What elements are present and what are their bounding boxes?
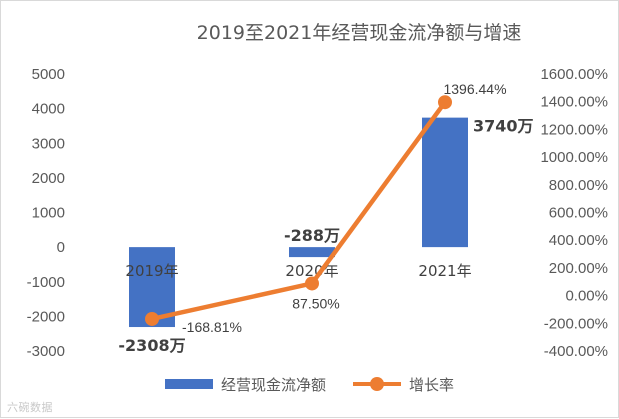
bar (289, 247, 335, 258)
left-axis-tick-label: 3000 (32, 135, 65, 152)
bar-data-labels: -2308万 -288万 3740万 (118, 117, 533, 355)
right-axis-tick-label: 1200.00% (540, 121, 608, 138)
growth-line (151, 100, 447, 322)
bar-data-label: 3740万 (473, 117, 534, 136)
right-axis-tick-label: 600.00% (549, 205, 608, 222)
line-data-label: 1396.44% (443, 81, 506, 97)
line-point (438, 95, 452, 110)
legend-line-label: 增长率 (409, 376, 454, 394)
bar (422, 117, 468, 248)
legend-line-marker (370, 377, 384, 391)
right-axis-tick-label: 1000.00% (540, 149, 608, 166)
left-axis-tick-label: 2000 (32, 170, 65, 187)
chart-title: 2019至2021年经营现金流净额与增速 (197, 22, 522, 44)
left-axis-tick-label: 5000 (32, 66, 65, 83)
legend-bar-label: 经营现金流净额 (221, 376, 326, 394)
right-axis-tick-label: 200.00% (549, 260, 608, 277)
bar-data-label: -288万 (284, 226, 340, 245)
bar-series (129, 117, 468, 328)
line-data-labels: -168.81% 87.50% 1396.44% (182, 81, 507, 335)
left-axis-tick-label: 0 (57, 239, 65, 256)
right-axis-tick-label: 1600.00% (540, 66, 608, 83)
right-axis-tick-label: 0.00% (565, 288, 608, 305)
line-point (145, 311, 159, 326)
category-label: 2021年 (418, 262, 471, 280)
legend-bar-swatch (165, 379, 213, 389)
right-axis-tick-label: 400.00% (549, 232, 608, 249)
left-axis-tick-label: 4000 (32, 101, 65, 118)
left-axis-tick-label: -3000 (27, 343, 65, 360)
line-data-label: -168.81% (182, 319, 242, 335)
right-axis-tick-label: -400.00% (544, 343, 608, 360)
line-point (305, 276, 319, 291)
right-axis-tick-labels: 1600.00% 1400.00% 1200.00% 1000.00% 800.00% 6… (540, 66, 608, 360)
left-axis-tick-label: 1000 (32, 205, 65, 222)
right-axis-tick-label: 1400.00% (540, 94, 608, 111)
bar-data-label: -2308万 (118, 336, 185, 355)
right-axis-tick-label: -200.00% (544, 315, 608, 332)
watermark: 六碗数据 (7, 401, 53, 414)
left-axis-tick-label: -1000 (27, 274, 65, 291)
right-axis-tick-label: 800.00% (549, 177, 608, 194)
left-axis-tick-labels: 5000 4000 3000 2000 1000 0 -1000 -2000 -3000 (27, 66, 65, 360)
category-labels: 2019年 2020年 2021年 (125, 262, 471, 280)
category-label: 2019年 (125, 262, 178, 280)
line-data-label: 87.50% (292, 295, 339, 311)
legend: 经营现金流净额 增长率 (165, 376, 454, 394)
line-series (145, 95, 452, 326)
left-axis-tick-label: -2000 (27, 308, 65, 325)
